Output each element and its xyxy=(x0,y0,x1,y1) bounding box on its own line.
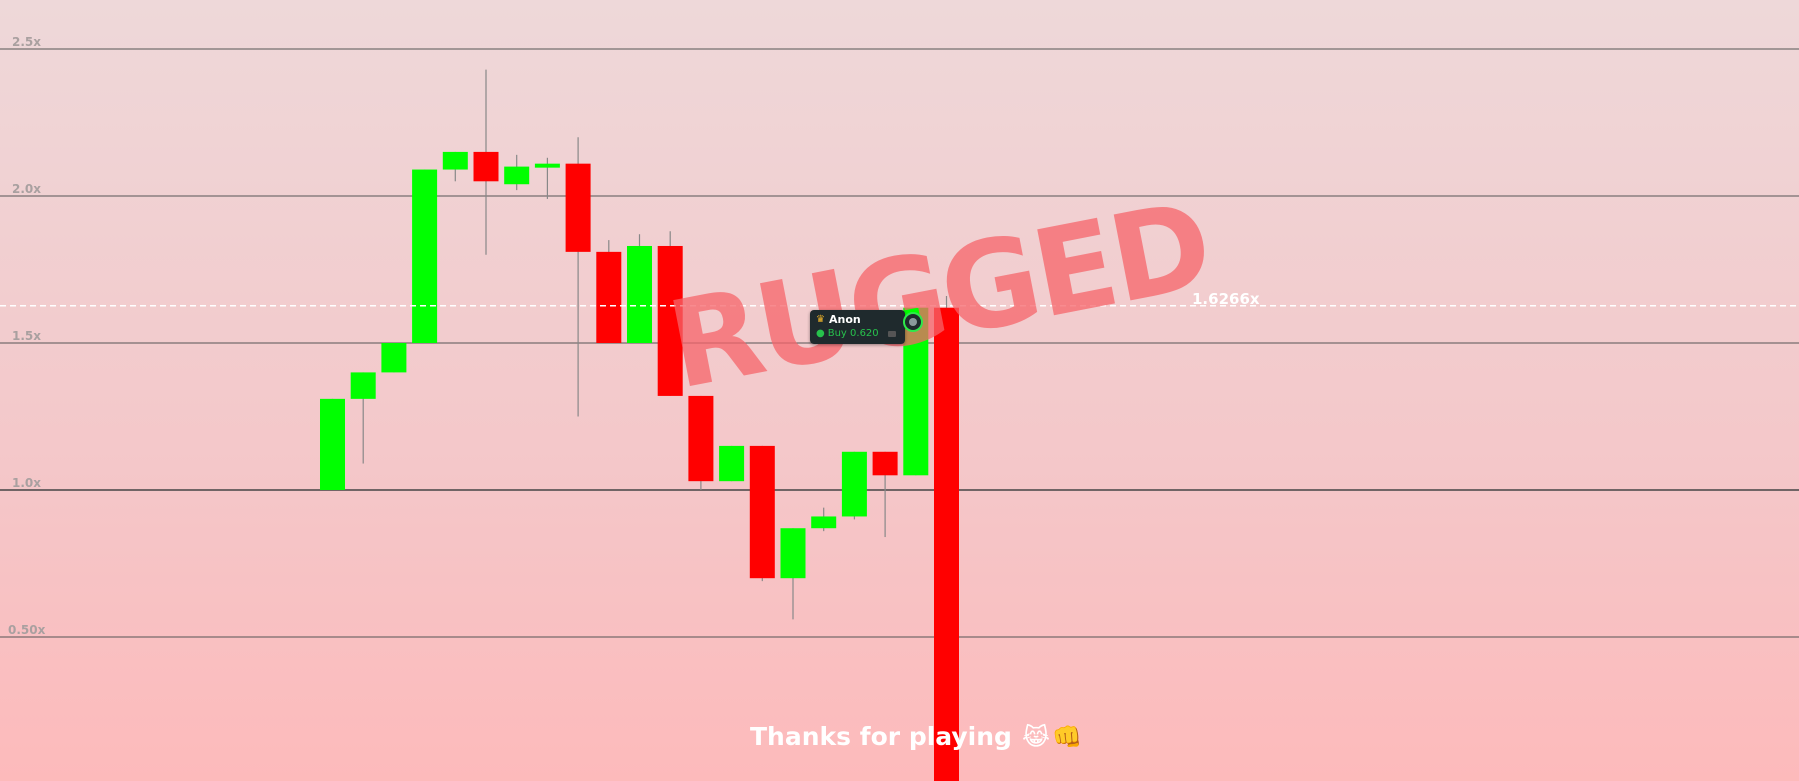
candle-up xyxy=(841,451,867,517)
candle-down xyxy=(934,307,959,781)
y-tick-label: 2.5x xyxy=(12,35,41,49)
y-tick-label: 1.5x xyxy=(12,329,41,343)
crown-icon: ♛ xyxy=(816,314,825,325)
candle-down xyxy=(596,251,622,343)
laughing-cat-icon: 😹 xyxy=(1021,722,1050,751)
candle-down xyxy=(473,151,499,182)
thanks-text: Thanks for playing xyxy=(750,722,1012,751)
thanks-message: Thanks for playing 😹 👊 xyxy=(750,722,1082,751)
candles xyxy=(320,69,959,781)
candle-up xyxy=(504,166,530,185)
trade-action: Buy 0.620 xyxy=(827,328,879,339)
fist-bump-icon: 👊 xyxy=(1052,722,1082,751)
chip-icon xyxy=(887,330,896,337)
money-bag-icon: ● xyxy=(816,328,825,339)
y-tick-label: 1.0x xyxy=(12,476,41,490)
candle-up xyxy=(780,528,806,579)
candle-up xyxy=(381,343,407,373)
candle-up xyxy=(350,372,376,399)
marker-core-icon xyxy=(909,318,917,326)
candle-up xyxy=(320,398,345,490)
emoji-group: 😹 👊 xyxy=(1022,723,1082,751)
trade-username: Anon xyxy=(828,313,861,326)
candle-up xyxy=(442,151,468,170)
candle-down xyxy=(565,163,591,252)
candle-down xyxy=(872,451,898,476)
candle-up xyxy=(719,445,745,482)
candle-up xyxy=(627,245,652,343)
y-tick-label: 0.50x xyxy=(8,623,46,637)
candle-up xyxy=(903,307,929,476)
trade-card[interactable]: ♛ Anon ● Buy 0.620 xyxy=(810,310,905,344)
candle-down xyxy=(657,245,683,396)
candle-up xyxy=(412,169,438,343)
candle-down xyxy=(688,395,714,482)
y-tick-label: 2.0x xyxy=(12,182,41,196)
chart-grid: 2.5x 2.0x 1.5x 1.0x 0.50x xyxy=(0,35,1799,638)
candle-up xyxy=(811,516,837,529)
candle-down xyxy=(749,445,775,579)
trade-marker-dot[interactable] xyxy=(903,312,923,332)
candle-up xyxy=(534,163,560,168)
current-price-label: 1.6266x xyxy=(1192,290,1260,308)
